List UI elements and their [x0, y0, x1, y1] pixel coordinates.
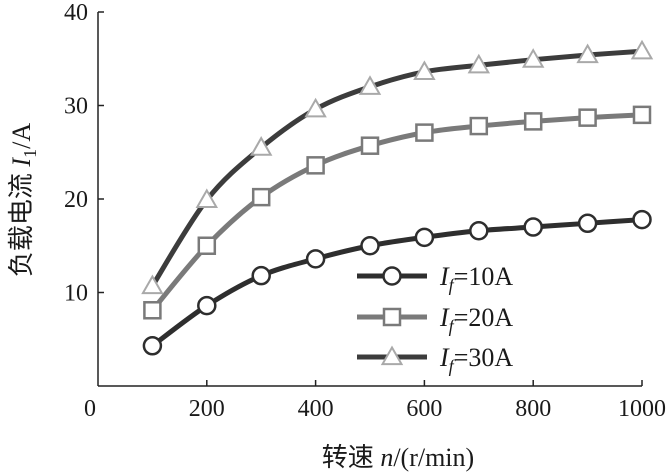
legend-marker	[382, 266, 402, 286]
x-axis-title: 转速 n/(r/min)	[322, 443, 474, 472]
series-layer	[141, 39, 654, 356]
y-tick-label: 10	[64, 281, 88, 307]
legend-item: If=10A	[357, 262, 513, 295]
series-line	[150, 48, 643, 288]
legend-label: If=20A	[439, 303, 513, 336]
data-point-marker	[141, 274, 164, 295]
data-point-marker	[304, 97, 327, 118]
y-tick-label: 20	[64, 187, 88, 213]
x-tick-label: 600	[406, 396, 442, 422]
series-line	[150, 217, 643, 348]
data-point-marker	[358, 75, 382, 95]
data-point-marker	[577, 213, 598, 234]
data-point-marker	[413, 60, 436, 80]
x-tick-label: 400	[298, 396, 334, 422]
axes: 0 200 400 600 800 1000 10 20 30 40	[64, 0, 666, 422]
data-point-marker	[467, 53, 491, 74]
data-point-marker	[415, 123, 434, 142]
data-point-marker	[578, 108, 597, 127]
data-point-marker	[142, 336, 163, 356]
data-point-marker	[251, 187, 271, 207]
data-point-marker	[469, 221, 489, 241]
y-tick-label: 30	[64, 94, 88, 120]
data-point-marker	[632, 105, 652, 125]
data-point-marker	[143, 301, 162, 320]
data-point-marker	[305, 249, 326, 269]
data-point-marker	[630, 39, 654, 60]
legend: If=10A If=20A If=30A	[357, 262, 513, 376]
legend-label: If=30A	[439, 343, 513, 376]
y-axis-title: 负载电流 I1/A	[7, 123, 40, 277]
data-point-marker	[469, 116, 489, 136]
x-tick-label: 200	[189, 396, 225, 422]
legend-item: If=30A	[357, 343, 513, 376]
legend-item: If=20A	[357, 303, 513, 336]
data-point-marker	[306, 156, 325, 175]
data-point-marker	[576, 43, 599, 64]
data-point-marker	[523, 112, 543, 131]
data-point-marker	[632, 209, 652, 230]
data-point-marker	[414, 227, 435, 248]
data-point-marker	[360, 136, 380, 155]
data-point-marker	[521, 48, 545, 68]
series-1	[142, 209, 652, 356]
legend-label: If=10A	[439, 262, 513, 295]
series-2	[143, 105, 652, 320]
legend-marker	[380, 345, 404, 366]
data-point-marker	[251, 265, 271, 286]
series-line	[150, 112, 643, 312]
data-point-marker	[360, 236, 380, 256]
data-point-marker	[523, 217, 543, 237]
series-3	[141, 39, 654, 295]
x-tick-label: 1000	[618, 396, 666, 422]
data-point-marker	[249, 136, 273, 156]
legend-marker	[382, 307, 402, 327]
origin-label: 0	[84, 396, 96, 422]
data-point-marker	[195, 188, 219, 209]
x-tick-label: 800	[515, 396, 551, 422]
y-tick-label: 40	[64, 0, 88, 26]
data-point-marker	[197, 295, 217, 316]
data-point-marker	[197, 236, 217, 255]
